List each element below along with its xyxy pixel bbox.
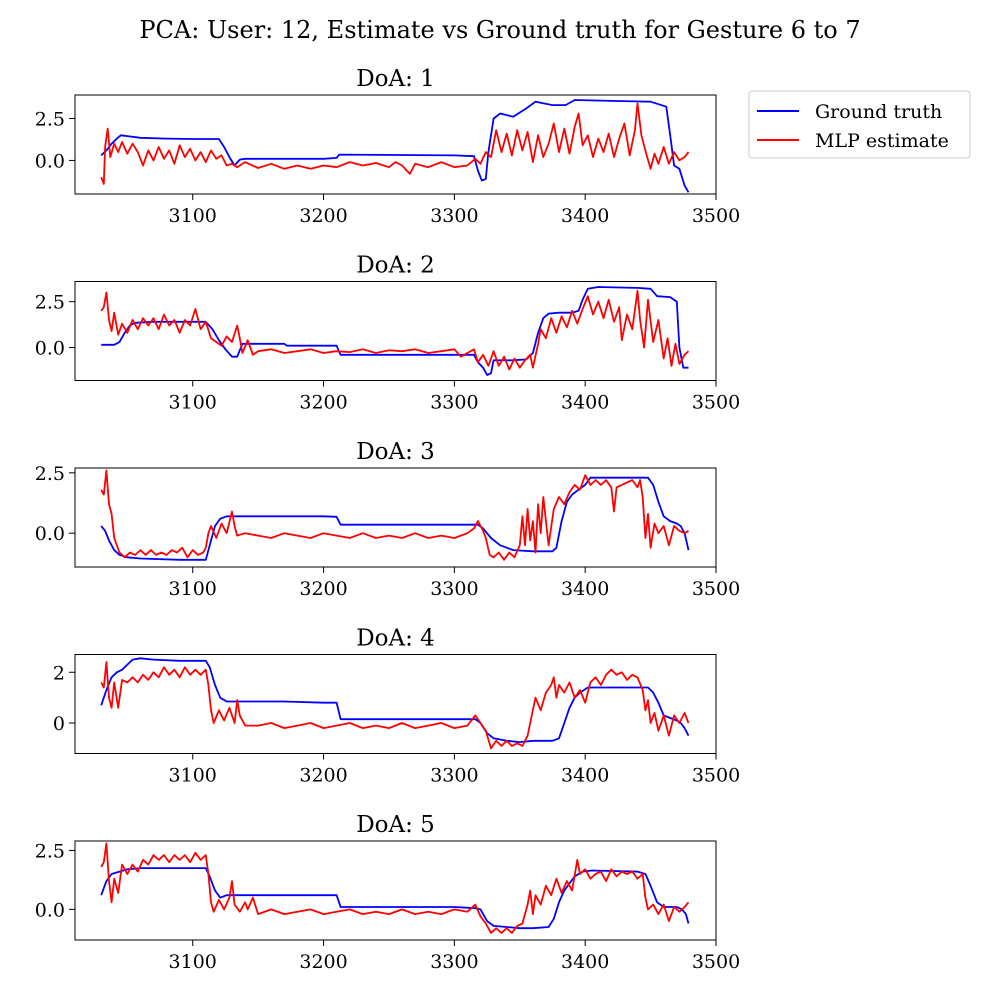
legend-frame	[748, 90, 971, 159]
y-tick-label: 2.5	[35, 108, 65, 130]
subplot-3: DoA: 3 3100 3200 3300 3400 3500 0.0 2.5	[35, 439, 740, 600]
series-line-mlp-estimate	[100, 842, 690, 934]
series-line-ground-truth	[101, 286, 689, 376]
y-tick-label: 2.5	[35, 292, 65, 314]
series-line-ground-truth	[100, 867, 690, 930]
subplot-title: DoA: 5	[356, 812, 435, 838]
x-tick-label: 3500	[692, 578, 740, 600]
y-tick-label: 0.0	[35, 150, 65, 172]
subplot-title: DoA: 1	[356, 66, 435, 92]
x-tick-label: 3400	[561, 765, 609, 787]
y-tick-label: 0.0	[35, 899, 65, 921]
x-tick-label: 3500	[692, 205, 740, 227]
legend-label-mlp-estimate: MLP estimate	[815, 130, 949, 152]
x-tick-label: 3300	[430, 392, 478, 414]
series-line-ground-truth	[100, 99, 690, 193]
x-tick-label: 3200	[299, 578, 347, 600]
y-tick-label: 2.5	[35, 840, 65, 862]
subplots: DoA: 1 3100 3200 3300 3400 3500 0.0 2.5 DoA: 2 31…	[35, 66, 740, 973]
x-tick-label: 3100	[169, 578, 217, 600]
x-tick-label: 3200	[299, 765, 347, 787]
figure-title: PCA: User: 12, Estimate vs Ground truth …	[139, 16, 860, 44]
x-tick-label: 3400	[561, 951, 609, 973]
x-tick-label: 3400	[561, 392, 609, 414]
x-tick-label: 3200	[299, 951, 347, 973]
legend: Ground truth MLP estimate	[748, 90, 971, 159]
axes-frame	[74, 467, 717, 568]
subplot-title: DoA: 4	[356, 626, 435, 652]
series-line-ground-truth	[100, 657, 690, 743]
y-tick-label: 0	[53, 713, 65, 735]
x-tick-label: 3100	[169, 205, 217, 227]
legend-label-ground-truth: Ground truth	[815, 101, 942, 123]
y-tick-label: 0.0	[35, 523, 65, 545]
x-tick-label: 3100	[169, 392, 217, 414]
x-tick-label: 3300	[430, 951, 478, 973]
x-tick-label: 3300	[430, 578, 478, 600]
x-tick-label: 3400	[561, 578, 609, 600]
subplot-1: DoA: 1 3100 3200 3300 3400 3500 0.0 2.5	[35, 66, 740, 227]
axes-frame	[74, 281, 717, 381]
x-tick-label: 3300	[430, 205, 478, 227]
x-tick-label: 3500	[692, 765, 740, 787]
x-tick-label: 3200	[299, 392, 347, 414]
x-tick-label: 3500	[692, 951, 740, 973]
subplot-5: DoA: 5 3100 3200 3300 3400 3500 0.0 2.5	[35, 812, 740, 973]
subplot-title: DoA: 3	[356, 439, 435, 465]
x-tick-label: 3100	[169, 765, 217, 787]
x-tick-label: 3400	[561, 205, 609, 227]
series-line-mlp-estimate	[100, 661, 690, 750]
series-line-mlp-estimate	[100, 289, 690, 371]
x-tick-label: 3300	[430, 765, 478, 787]
subplot-title: DoA: 2	[356, 253, 435, 279]
axes-frame	[74, 654, 717, 754]
subplot-4: DoA: 4 3100 3200 3300 3400 3500 0 2	[53, 626, 740, 787]
x-tick-label: 3500	[692, 392, 740, 414]
y-tick-label: 2	[53, 662, 65, 684]
subplot-2: DoA: 2 3100 3200 3300 3400 3500 0.0 2.5	[35, 253, 740, 414]
series-line-mlp-estimate	[100, 102, 690, 185]
axes-frame	[74, 840, 717, 941]
series-line-ground-truth	[100, 476, 690, 561]
series-line-mlp-estimate	[100, 469, 689, 561]
y-tick-label: 2.5	[35, 463, 65, 485]
x-tick-label: 3100	[169, 951, 217, 973]
axes-frame	[74, 94, 717, 195]
y-tick-label: 0.0	[35, 338, 65, 360]
x-tick-label: 3200	[299, 205, 347, 227]
